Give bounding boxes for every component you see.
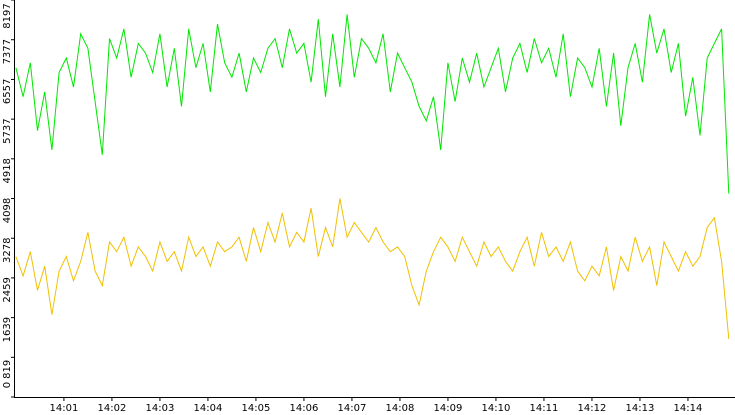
x-tick-label: 14:12: [578, 403, 607, 414]
x-tick-label: 14:11: [530, 403, 559, 414]
x-tick-label: 14:05: [242, 403, 271, 414]
y-tick-label: 5737: [2, 118, 13, 143]
x-tick-label: 14:14: [674, 403, 703, 414]
x-tick-label: 14:06: [290, 403, 319, 414]
x-tick-label: 14:08: [386, 403, 415, 414]
x-tick-label: 14:10: [482, 403, 511, 414]
x-tick-label: 14:09: [434, 403, 463, 414]
data-line: [15, 14, 730, 194]
x-tick-label: 14:07: [338, 403, 367, 414]
y-tick-label: 6557: [2, 79, 13, 104]
y-tick-label: 8197: [2, 3, 13, 28]
x-tick-label: 14:01: [50, 403, 79, 414]
y-tick-label: 7377: [2, 39, 13, 64]
y-tick-label: 2459: [2, 277, 13, 302]
x-tick-label: 14:02: [98, 403, 127, 414]
data-line: [15, 198, 730, 339]
x-tick-label: 14:04: [194, 403, 223, 414]
y-tick-label: 4918: [2, 158, 13, 183]
y-tick-label: 1639: [2, 317, 13, 342]
y-tick-label: 0: [2, 382, 13, 388]
y-tick-label: 3278: [2, 238, 13, 263]
x-tick-label: 14:13: [626, 403, 655, 414]
x-tick-label: 14:03: [146, 403, 175, 414]
y-tick-label: 4098: [2, 198, 13, 223]
y-tick-label: 819: [2, 360, 13, 379]
